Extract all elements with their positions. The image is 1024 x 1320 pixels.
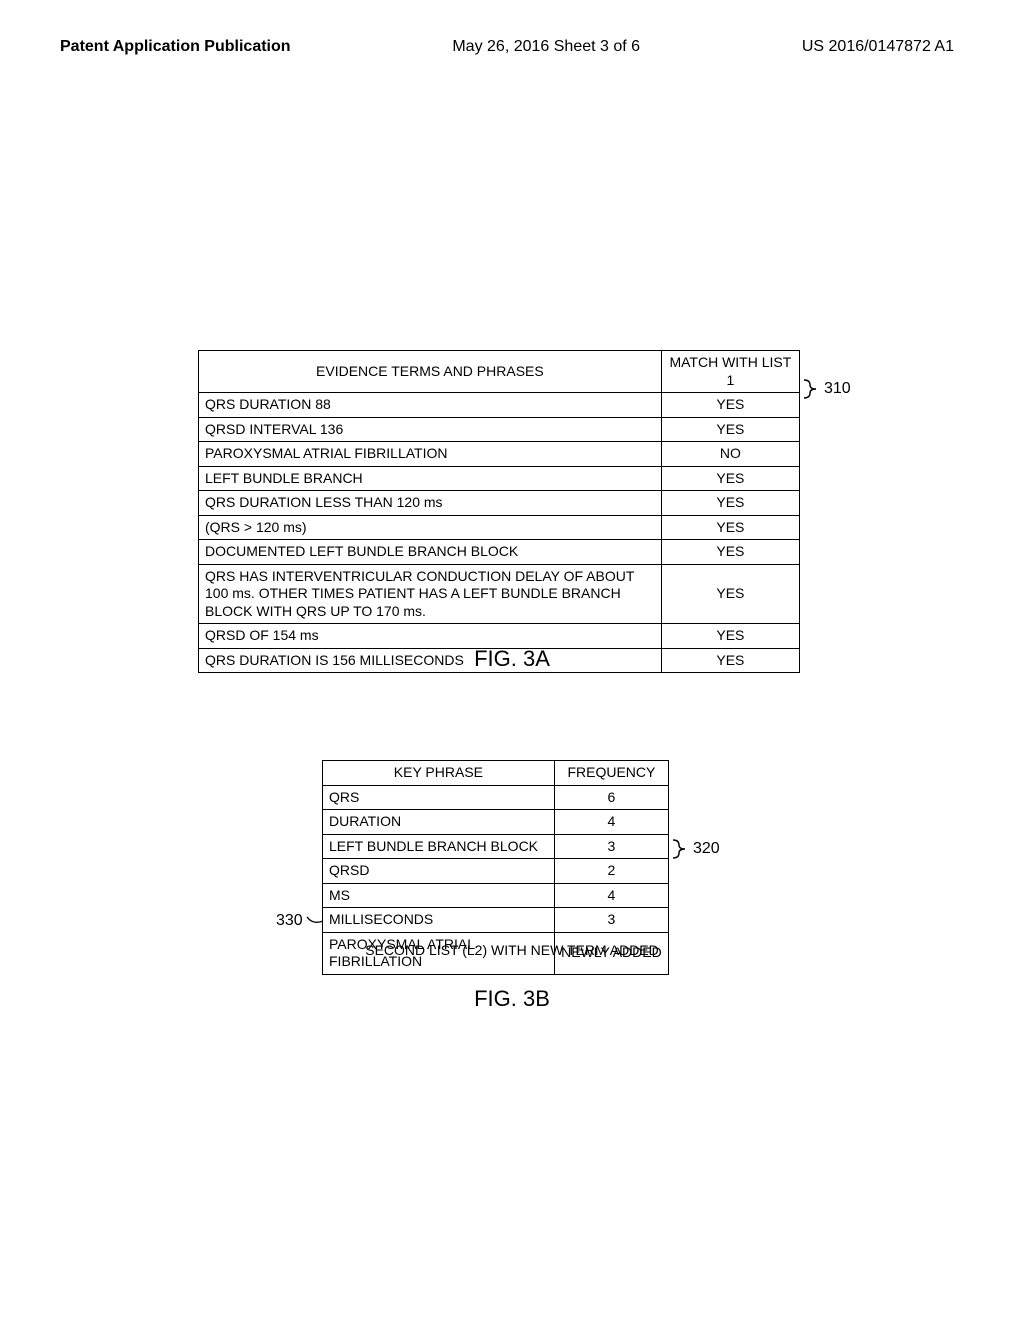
match-value: YES — [661, 393, 799, 418]
callout-number: 310 — [824, 380, 851, 398]
figure-3a-label: FIG. 3A — [0, 646, 1024, 672]
frequency-value: 2 — [554, 859, 668, 884]
brace-icon — [800, 378, 820, 400]
evidence-term: (QRS > 120 ms) — [199, 515, 662, 540]
evidence-term: LEFT BUNDLE BRANCH — [199, 466, 662, 491]
header-center: May 26, 2016 Sheet 3 of 6 — [452, 38, 640, 56]
table-row: QRS HAS INTERVENTRICULAR CONDUCTION DELA… — [199, 564, 800, 624]
key-phrase: QRSD — [323, 859, 555, 884]
table-row: QRSD2 — [323, 859, 669, 884]
figure-3b-label: FIG. 3B — [0, 986, 1024, 1012]
col-key-phrase: KEY PHRASE — [323, 761, 555, 786]
leader-icon — [305, 913, 325, 929]
evidence-table: EVIDENCE TERMS AND PHRASES MATCH WITH LI… — [198, 350, 800, 673]
table-row: LEFT BUNDLE BRANCHYES — [199, 466, 800, 491]
table-row: DURATION4 — [323, 810, 669, 835]
col-evidence-terms: EVIDENCE TERMS AND PHRASES — [199, 351, 662, 393]
table-row: QRS6 — [323, 785, 669, 810]
callout-310: 310 — [800, 378, 851, 400]
table-row: MS4 — [323, 883, 669, 908]
callout-number: 330 — [276, 912, 303, 930]
match-value: YES — [661, 515, 799, 540]
key-phrase: LEFT BUNDLE BRANCH BLOCK — [323, 834, 555, 859]
table-header-row: KEY PHRASE FREQUENCY — [323, 761, 669, 786]
table-row: QRS DURATION 88YES — [199, 393, 800, 418]
frequency-value: 4 — [554, 810, 668, 835]
evidence-term: QRS DURATION 88 — [199, 393, 662, 418]
col-frequency: FREQUENCY — [554, 761, 668, 786]
table-row: (QRS > 120 ms)YES — [199, 515, 800, 540]
frequency-value: 4 — [554, 883, 668, 908]
match-value: YES — [661, 466, 799, 491]
evidence-term: QRSD INTERVAL 136 — [199, 417, 662, 442]
frequency-value: 3 — [554, 908, 668, 933]
match-value: YES — [661, 417, 799, 442]
evidence-term: QRSD OF 154 ms — [199, 624, 662, 649]
match-value: YES — [661, 491, 799, 516]
key-phrase: QRS — [323, 785, 555, 810]
evidence-term: DOCUMENTED LEFT BUNDLE BRANCH BLOCK — [199, 540, 662, 565]
callout-number: 320 — [693, 840, 720, 858]
table-header-row: EVIDENCE TERMS AND PHRASES MATCH WITH LI… — [199, 351, 800, 393]
callout-320: 320 — [669, 838, 720, 860]
table-row: QRSD INTERVAL 136YES — [199, 417, 800, 442]
frequency-value: 3 — [554, 834, 668, 859]
table-row: LEFT BUNDLE BRANCH BLOCK3 — [323, 834, 669, 859]
key-phrase: DURATION — [323, 810, 555, 835]
callout-330: 330 — [276, 912, 325, 930]
table2-caption: SECOND LIST (L2) WITH NEW TERM ADDED — [0, 942, 1024, 958]
key-phrase: MILLISECONDS — [323, 908, 555, 933]
table-row: QRSD OF 154 msYES — [199, 624, 800, 649]
match-value: YES — [661, 540, 799, 565]
col-match-list1: MATCH WITH LIST 1 — [661, 351, 799, 393]
brace-icon — [669, 838, 689, 860]
table-row: PAROXYSMAL ATRIAL FIBRILLATIONNO — [199, 442, 800, 467]
table-row: DOCUMENTED LEFT BUNDLE BRANCH BLOCKYES — [199, 540, 800, 565]
key-phrase: MS — [323, 883, 555, 908]
table-evidence-terms: EVIDENCE TERMS AND PHRASES MATCH WITH LI… — [198, 350, 800, 673]
match-value: NO — [661, 442, 799, 467]
evidence-term: QRS HAS INTERVENTRICULAR CONDUCTION DELA… — [199, 564, 662, 624]
evidence-term: PAROXYSMAL ATRIAL FIBRILLATION — [199, 442, 662, 467]
table-row: QRS DURATION LESS THAN 120 msYES — [199, 491, 800, 516]
table-row: MILLISECONDS3 — [323, 908, 669, 933]
header-left: Patent Application Publication — [60, 38, 291, 56]
frequency-value: 6 — [554, 785, 668, 810]
match-value: YES — [661, 624, 799, 649]
match-value: YES — [661, 564, 799, 624]
evidence-term: QRS DURATION LESS THAN 120 ms — [199, 491, 662, 516]
header-right: US 2016/0147872 A1 — [802, 38, 954, 56]
page-header: Patent Application Publication May 26, 2… — [0, 38, 1024, 56]
